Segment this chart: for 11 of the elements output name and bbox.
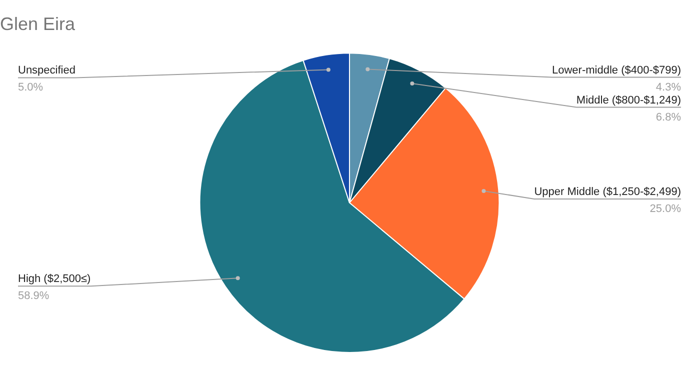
data-label: 4.3% — [656, 81, 682, 94]
data-label: 5.0% — [18, 82, 44, 94]
data-label: 25.0% — [650, 202, 682, 215]
data-label: 6.8% — [656, 111, 682, 124]
chart-title: Glen Eira — [0, 14, 76, 34]
slice-label: Lower-middle ($400-$799) — [552, 64, 681, 76]
slice-label: Middle ($800-$1,249) — [576, 94, 681, 106]
data-label: 58.9% — [18, 290, 50, 302]
slice-label: Upper Middle ($1,250-$2,499) — [534, 186, 681, 198]
slice-label: High ($2,500≤) — [18, 273, 91, 286]
slice-label: Unspecified — [18, 64, 76, 77]
